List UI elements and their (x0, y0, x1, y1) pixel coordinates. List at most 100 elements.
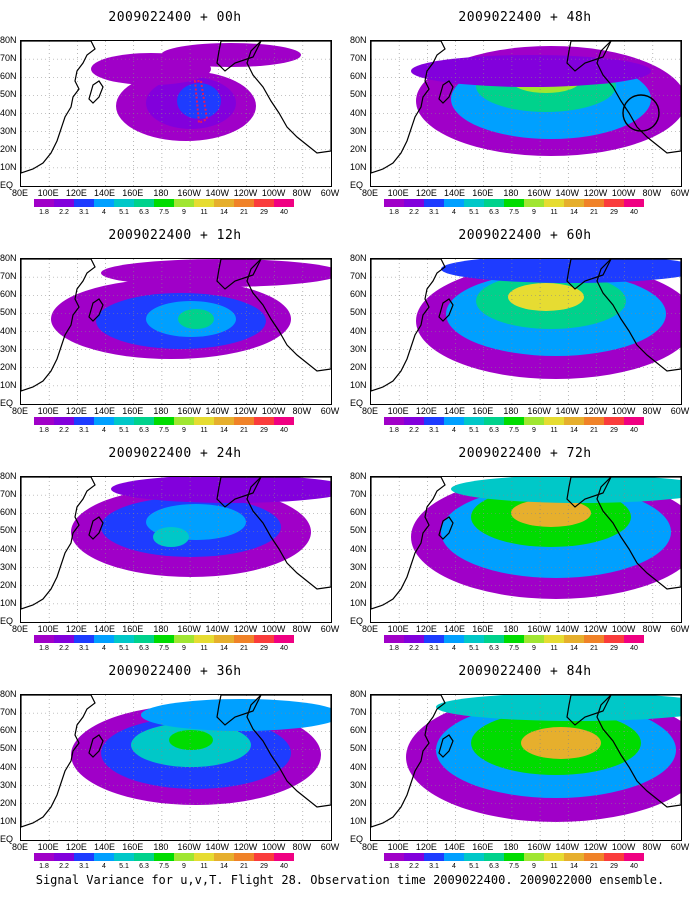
lat-tick-label: 40N (0, 761, 17, 772)
colorbar-swatch (34, 199, 54, 207)
lon-tick-label: 160W (177, 188, 201, 198)
lon-tick-label: 120W (583, 188, 608, 198)
colorbar-swatch (444, 199, 464, 207)
colorbar-swatch (234, 417, 254, 425)
colorbar-swatch (54, 853, 74, 861)
lon-tick-label: 140W (205, 406, 230, 416)
colorbar-tick-label: 21 (240, 209, 248, 216)
lon-tick-label: 180 (503, 188, 519, 198)
colorbar-swatch (254, 635, 274, 643)
colorbar-swatch (584, 199, 604, 207)
lat-tick-label: 60N (0, 507, 17, 518)
colorbar-swatch (274, 853, 294, 861)
colorbar-tick-label: 7.5 (509, 645, 519, 652)
coastline (566, 259, 612, 290)
lat-tick-label: 40N (0, 543, 17, 554)
coastline (21, 477, 96, 610)
lat-tick-label: 10N (350, 161, 367, 172)
colorbar-tick-label: 14 (570, 209, 578, 216)
lat-tick-label: 70N (0, 489, 17, 500)
variance-contour-fill (451, 477, 681, 503)
lon-tick-label: 160E (472, 406, 494, 416)
lon-tick-label: 100E (37, 406, 59, 416)
colorbar-tick-label: 21 (240, 645, 248, 652)
coastline (438, 80, 454, 104)
coastline (371, 41, 446, 174)
coastline (246, 259, 331, 372)
colorbar-tick-label: 6.3 (139, 427, 149, 434)
colorbar-swatch (34, 417, 54, 425)
lon-tick-label: 100E (37, 842, 59, 852)
lon-tick-label: 160W (527, 842, 551, 852)
colorbar-swatch (74, 417, 94, 425)
colorbar-tick-label: 29 (260, 209, 268, 216)
colorbar-swatch (524, 199, 544, 207)
colorbar-tick-label: 3.1 (79, 209, 89, 216)
lat-tick-label: EQ (350, 398, 364, 408)
panel-title: 2009022400 + 48h (458, 10, 592, 25)
lon-tick-label: 180 (153, 624, 169, 634)
coastline (21, 41, 96, 174)
lon-tick-label: 180 (503, 406, 519, 416)
lat-tick-label: EQ (0, 616, 14, 626)
map-panel: 2009022400 + 24h 80N 70N 60N 50N 40N 30N 20N 10N… (0, 436, 350, 654)
colorbar-swatch (584, 635, 604, 643)
lon-tick-label: 80W (642, 842, 662, 852)
colorbar-tick-label: 4 (452, 863, 456, 870)
lon-tick-label: 80E (11, 624, 29, 634)
colorbar-swatch (564, 199, 584, 207)
lat-tick-label: 70N (350, 271, 367, 282)
colorbar-swatch (114, 417, 134, 425)
colorbar-swatch (194, 199, 214, 207)
colorbar-tick-label: 7.5 (509, 209, 519, 216)
lon-tick-label: 120W (233, 842, 258, 852)
colorbar-swatch (444, 853, 464, 861)
lon-tick-label: 180 (503, 842, 519, 852)
variance-contour-fill (441, 259, 681, 283)
lon-tick-label: 140E (94, 406, 116, 416)
colorbar-tick-label: 11 (200, 645, 208, 652)
colorbar-tick-label: 9 (182, 427, 186, 434)
colorbar-swatch (444, 635, 464, 643)
colorbar-swatch (254, 853, 274, 861)
lon-tick-label: 140W (205, 842, 230, 852)
colorbar-tick-label: 11 (550, 427, 558, 434)
coastline (88, 516, 104, 540)
lon-tick-label: 120E (65, 624, 87, 634)
colorbar-swatch (54, 417, 74, 425)
lat-tick-label: 20N (0, 361, 17, 372)
coastline (88, 734, 104, 758)
colorbar-swatch (484, 417, 504, 425)
lat-tick-label: 40N (350, 107, 367, 118)
colorbar-tick-label: 21 (590, 645, 598, 652)
panel-title: 2009022400 + 24h (108, 446, 242, 461)
colorbar-tick-label: 40 (280, 427, 288, 434)
lon-tick-label: 80E (361, 842, 379, 852)
lat-tick-label: 10N (350, 379, 367, 390)
colorbar-swatch (464, 853, 484, 861)
colorbar-tick-label: 21 (590, 863, 598, 870)
lon-tick-label: 60W (670, 624, 690, 634)
colorbar-tick-label: 2.2 (409, 209, 419, 216)
coastline (566, 695, 612, 726)
colorbar-tick-label: 29 (260, 427, 268, 434)
lat-tick-label: 50N (0, 525, 17, 536)
colorbar-swatch (134, 635, 154, 643)
coastline (371, 695, 446, 828)
variance-contour-fill (508, 283, 584, 311)
lon-tick-label: 160E (122, 842, 144, 852)
colorbar-swatch (384, 199, 404, 207)
colorbar-swatch (584, 853, 604, 861)
colorbar-swatch (604, 853, 624, 861)
colorbar-tick-label: 11 (550, 645, 558, 652)
coastline (88, 298, 104, 322)
colorbar-swatch (234, 199, 254, 207)
colorbar-swatch (174, 853, 194, 861)
coastline (246, 695, 331, 808)
lon-tick-label: 80E (361, 406, 379, 416)
colorbar-tick-label: 21 (240, 863, 248, 870)
lon-tick-label: 100W (611, 842, 636, 852)
lon-tick-label: 100E (387, 406, 409, 416)
colorbar-swatch (404, 199, 424, 207)
colorbar-swatch (134, 853, 154, 861)
